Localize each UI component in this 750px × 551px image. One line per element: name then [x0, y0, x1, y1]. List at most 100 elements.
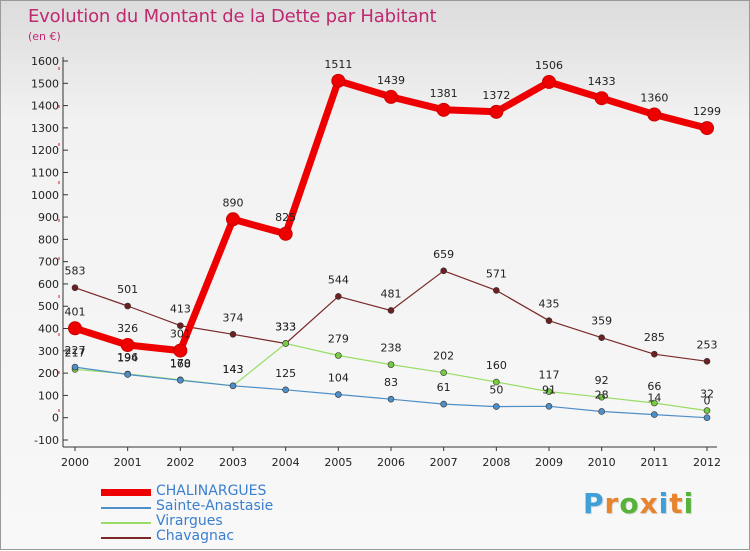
- data-label: 825: [275, 211, 296, 224]
- data-label: 0: [704, 395, 711, 408]
- data-point: [71, 363, 79, 371]
- data-point: [542, 74, 556, 89]
- data-label: 143: [223, 363, 244, 376]
- y-tick-label: 0: [52, 412, 59, 425]
- y-tick-label: 800: [38, 233, 59, 246]
- data-point: [124, 371, 131, 378]
- data-point: [331, 73, 346, 88]
- logo-letter: x: [639, 487, 659, 520]
- data-label: 32: [700, 388, 714, 401]
- x-tick-label: 2004: [272, 456, 300, 469]
- data-label: 285: [644, 331, 665, 344]
- data-point: [703, 358, 711, 365]
- data-point: [282, 386, 289, 394]
- data-point: [335, 293, 342, 300]
- data-label: 14: [647, 392, 661, 405]
- data-point: [440, 369, 447, 376]
- data-point: [493, 403, 500, 410]
- data-label: 544: [328, 273, 349, 286]
- data-point: [229, 331, 237, 338]
- data-point: [71, 284, 79, 292]
- data-label: 359: [591, 315, 612, 328]
- x-tick-label: 2007: [430, 456, 458, 469]
- data-label: 659: [433, 248, 454, 261]
- y-tick-label: 900: [38, 211, 59, 224]
- data-label: 83: [384, 376, 398, 389]
- data-label: 143: [223, 363, 244, 376]
- data-point: [651, 399, 658, 407]
- y-tick-label: 1200: [31, 144, 59, 157]
- data-label: 194: [117, 351, 138, 364]
- data-point: [545, 388, 553, 395]
- y-tick-label: 1000: [31, 189, 59, 202]
- data-point: [335, 391, 342, 398]
- legend-swatch: [101, 489, 151, 496]
- x-tick-label: 2001: [114, 456, 142, 469]
- data-label: 28: [595, 388, 609, 401]
- data-point: [440, 400, 447, 408]
- logo-letter: i: [683, 487, 695, 520]
- data-label: 160: [486, 359, 507, 372]
- data-point: [493, 287, 500, 294]
- data-label: 1439: [377, 74, 405, 87]
- y-tick-label: 1500: [31, 77, 59, 90]
- data-point: [124, 302, 131, 310]
- x-tick-label: 2010: [588, 456, 616, 469]
- y-tick-label: 1100: [31, 166, 59, 179]
- data-label: 301: [170, 328, 191, 341]
- data-label: 117: [539, 369, 560, 382]
- y-tick-label: 1300: [31, 122, 59, 135]
- data-point: [489, 104, 504, 119]
- data-point: [384, 89, 398, 104]
- legend-swatch: [101, 536, 151, 539]
- data-label: 91: [542, 383, 556, 396]
- data-label: 50: [489, 384, 503, 397]
- data-point: [647, 107, 662, 122]
- data-label: 170: [170, 357, 191, 370]
- data-point: [229, 382, 237, 390]
- data-label: 202: [433, 350, 454, 363]
- data-label: 196: [117, 351, 138, 364]
- chart-title: Evolution du Montant de la Dette par Hab…: [28, 6, 437, 27]
- logo-letter: o: [619, 487, 640, 520]
- x-tick-label: 2002: [166, 456, 194, 469]
- y-tick-label: 300: [38, 345, 59, 358]
- logo-letter: t: [669, 487, 684, 520]
- data-label: 326: [117, 322, 138, 335]
- data-label: 1506: [535, 59, 563, 72]
- data-label: 571: [486, 267, 507, 280]
- logo-letter: r: [604, 487, 620, 520]
- y-tick-label: 400: [38, 323, 59, 336]
- logo-letter: i: [658, 487, 670, 520]
- data-label: 1381: [430, 87, 458, 100]
- data-label: 1511: [324, 58, 352, 71]
- data-label: 66: [647, 380, 661, 393]
- data-point: [335, 352, 342, 359]
- legend-swatch: [101, 506, 151, 509]
- data-label: 401: [65, 305, 86, 318]
- y-unit-label: (en €): [28, 30, 61, 43]
- data-point: [387, 361, 395, 368]
- y-tick-label: 600: [38, 278, 59, 291]
- data-label: 333: [275, 320, 296, 333]
- y-tick-label: 100: [38, 389, 59, 402]
- y-tick-label: -100: [34, 434, 59, 447]
- data-point: [493, 378, 500, 386]
- data-label: 501: [117, 283, 138, 296]
- proxiti-logo: Proxiti: [583, 487, 694, 520]
- data-point: [703, 414, 711, 422]
- x-tick-label: 2012: [693, 456, 721, 469]
- data-point: [545, 317, 553, 325]
- data-point: [68, 321, 82, 336]
- data-label: 279: [328, 333, 349, 346]
- data-point: [226, 212, 240, 227]
- data-label: 890: [223, 196, 244, 209]
- data-point: [177, 322, 184, 329]
- y-tick-label: 200: [38, 367, 59, 380]
- data-point: [651, 350, 658, 358]
- data-label: 168: [170, 357, 191, 370]
- legend-label: CHALINARGUES: [156, 483, 267, 499]
- legend-label: Sainte-Anastasie: [156, 498, 274, 514]
